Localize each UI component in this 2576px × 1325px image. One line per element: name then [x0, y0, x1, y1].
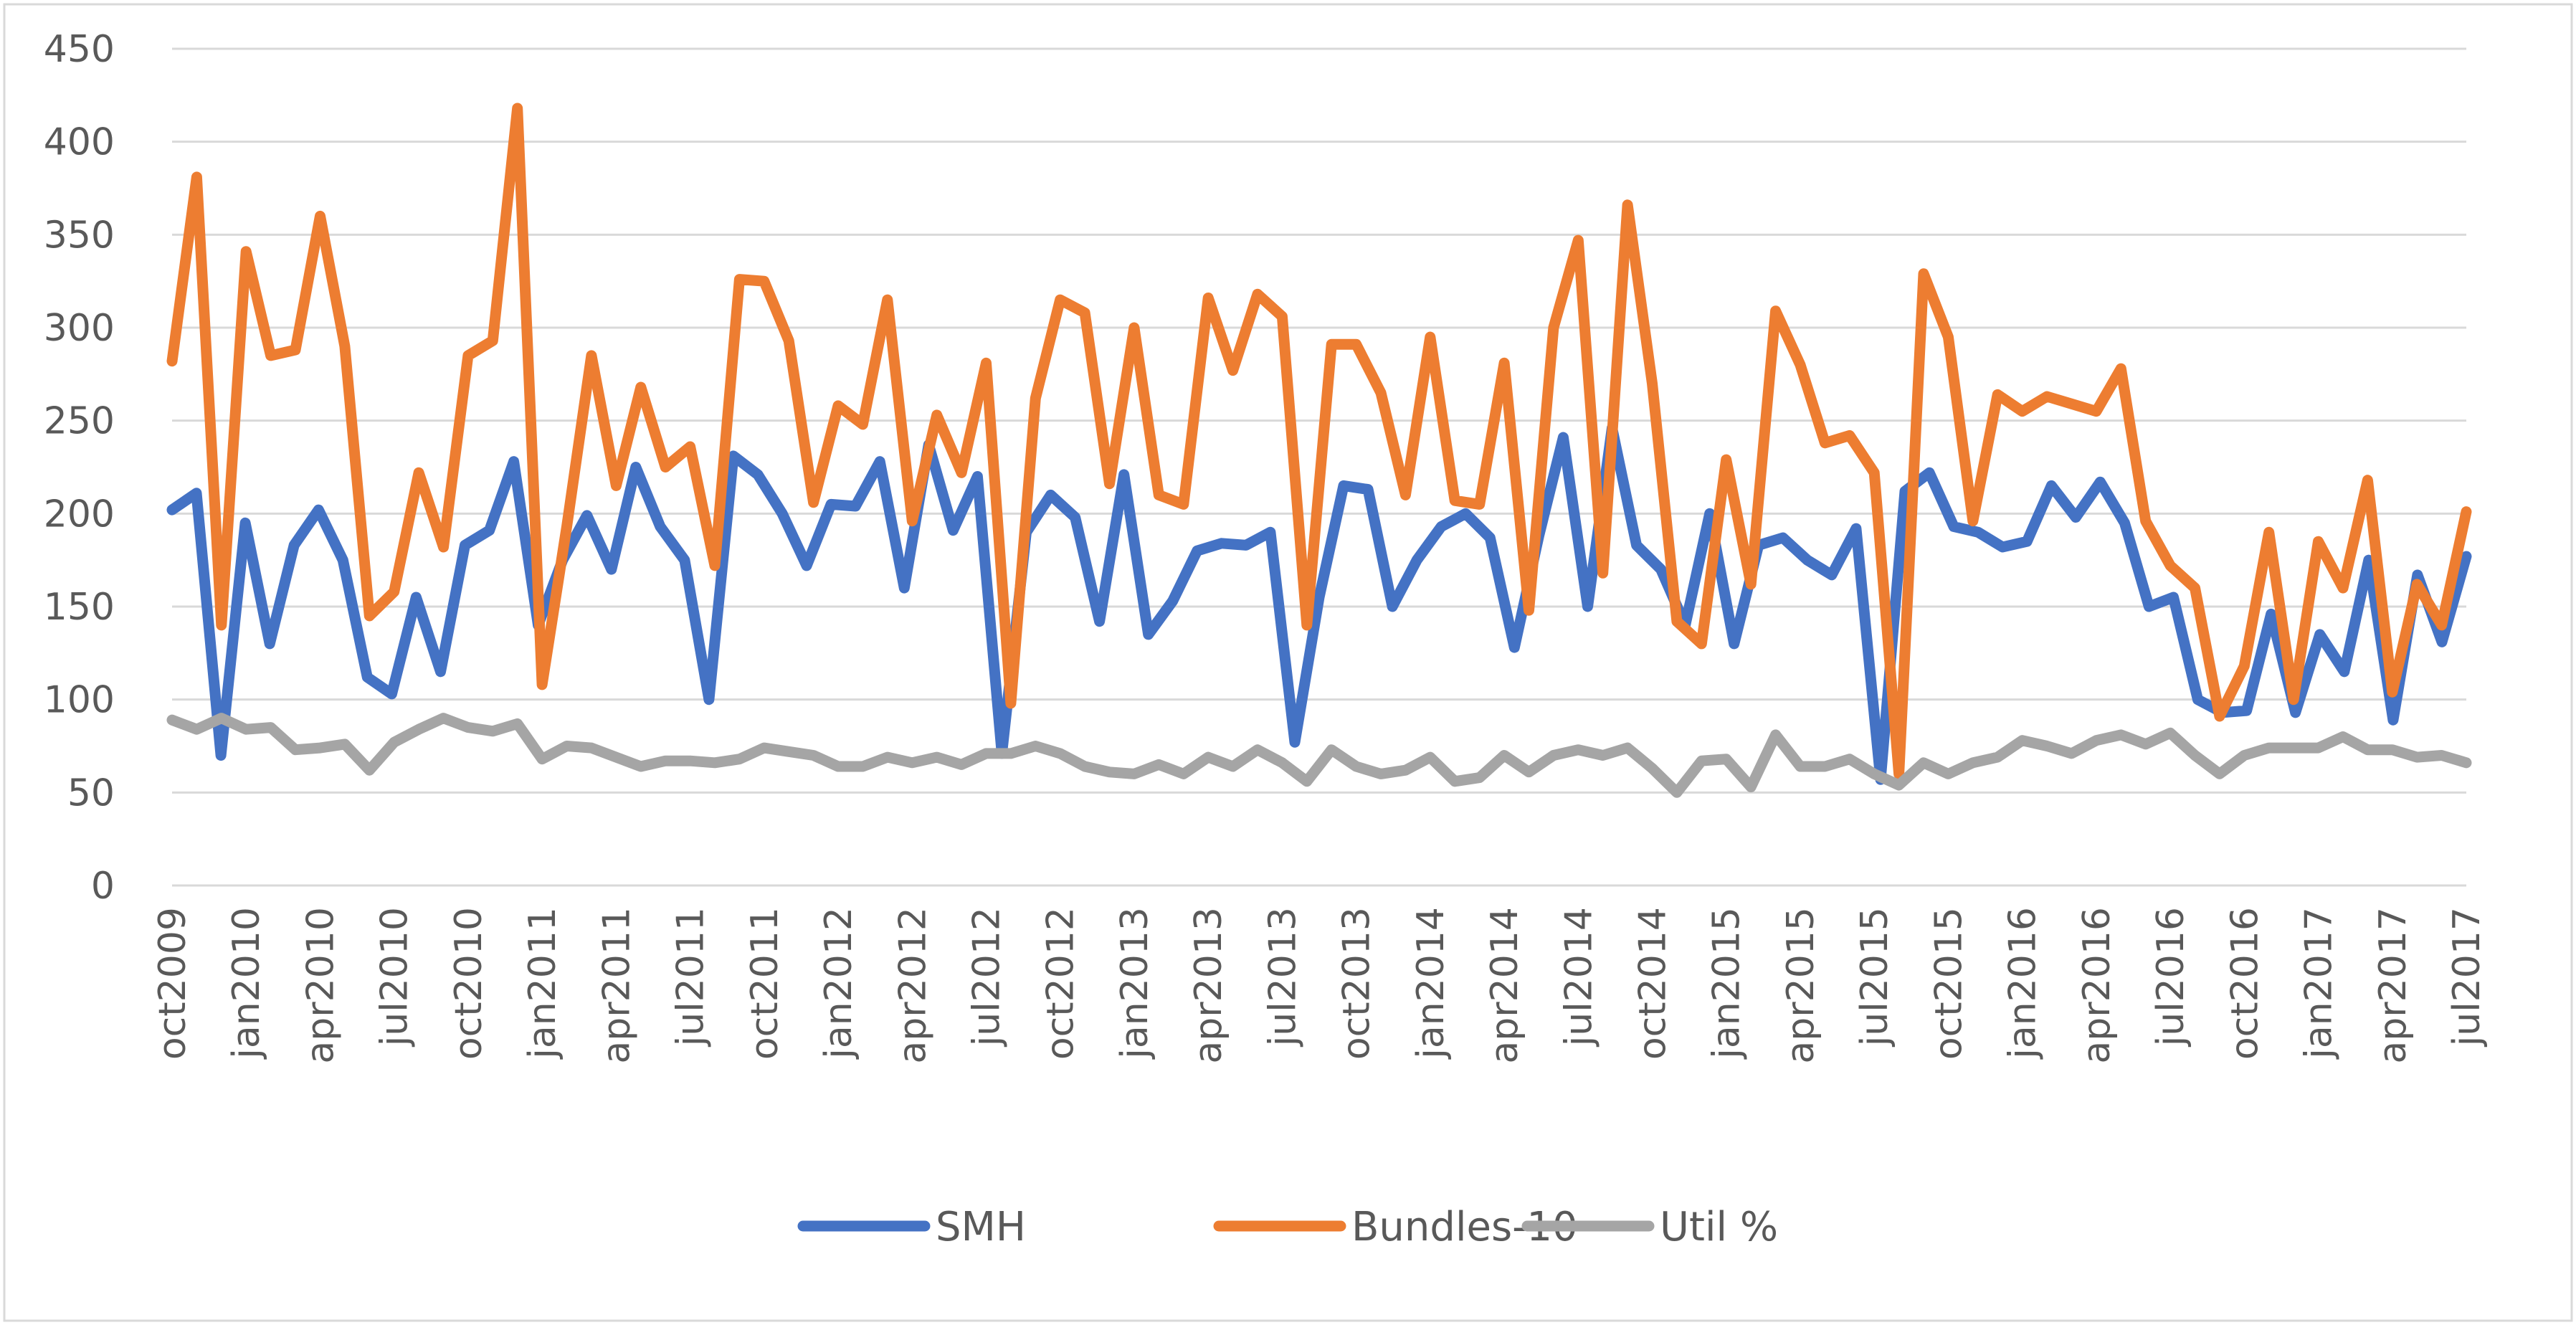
- x-tick-label: apr2014: [1483, 907, 1526, 1064]
- series-line-bundles-10: [166, 103, 2472, 779]
- x-tick-label: oct2011: [743, 907, 786, 1060]
- y-tick-label: 450: [44, 28, 115, 71]
- y-tick-label: 50: [67, 771, 115, 815]
- x-axis-ticks: oct2009 jan2010 apr2010 jul2010 oct2010 jan20…: [151, 907, 2489, 1064]
- x-tick-label: jul2010: [374, 907, 417, 1047]
- x-tick-label: jul2013: [1261, 907, 1304, 1047]
- legend-label-util: Util %: [1660, 1204, 1778, 1250]
- gridlines: [172, 47, 2466, 887]
- x-tick-label: jul2012: [965, 907, 1008, 1047]
- x-tick-label: oct2012: [1040, 907, 1083, 1060]
- y-tick-label: 100: [44, 679, 115, 722]
- x-tick-label: apr2010: [299, 907, 342, 1064]
- y-tick-label: 400: [44, 121, 115, 164]
- x-tick-label: jan2012: [817, 907, 860, 1060]
- x-tick-label: jan2011: [521, 907, 564, 1060]
- x-tick-label: jul2014: [1557, 907, 1600, 1047]
- legend: SMH Bundles-10 Util %: [797, 1204, 1778, 1250]
- x-tick-label: oct2016: [2223, 907, 2266, 1060]
- y-tick-label: 0: [91, 865, 115, 908]
- x-tick-label: jan2014: [1410, 907, 1453, 1060]
- y-axis-ticks: 0 50 100 150 200 250 300 350 400 450: [44, 28, 115, 908]
- x-tick-label: jul2016: [2149, 907, 2192, 1047]
- x-tick-label: oct2009: [151, 907, 194, 1060]
- x-tick-label: jan2013: [1113, 907, 1156, 1060]
- x-tick-label: apr2016: [2076, 907, 2119, 1064]
- x-tick-label: jan2015: [1706, 907, 1749, 1060]
- y-tick-label: 350: [44, 214, 115, 257]
- x-tick-label: apr2015: [1779, 907, 1822, 1064]
- x-tick-label: apr2017: [2372, 907, 2415, 1064]
- x-tick-label: jan2016: [2002, 907, 2045, 1060]
- y-tick-label: 150: [44, 586, 115, 629]
- x-tick-label: jul2015: [1853, 907, 1896, 1047]
- legend-label-smh: SMH: [936, 1204, 1026, 1250]
- x-tick-label: jan2010: [225, 907, 268, 1060]
- x-tick-label: apr2011: [595, 907, 638, 1064]
- x-tick-label: apr2012: [891, 907, 934, 1064]
- y-tick-label: 250: [44, 400, 115, 443]
- y-tick-label: 300: [44, 307, 115, 350]
- x-tick-label: oct2014: [1632, 907, 1675, 1060]
- x-tick-label: apr2013: [1187, 907, 1230, 1064]
- x-tick-label: oct2010: [447, 907, 490, 1060]
- x-tick-label: oct2015: [1927, 907, 1970, 1060]
- series-line-util: [166, 713, 2472, 798]
- x-tick-label: jul2011: [670, 907, 713, 1047]
- series-lines: [166, 103, 2472, 798]
- x-tick-label: jul2017: [2446, 907, 2489, 1047]
- x-tick-label: jan2017: [2298, 907, 2341, 1060]
- x-tick-label: oct2013: [1336, 907, 1379, 1060]
- y-tick-label: 200: [44, 493, 115, 536]
